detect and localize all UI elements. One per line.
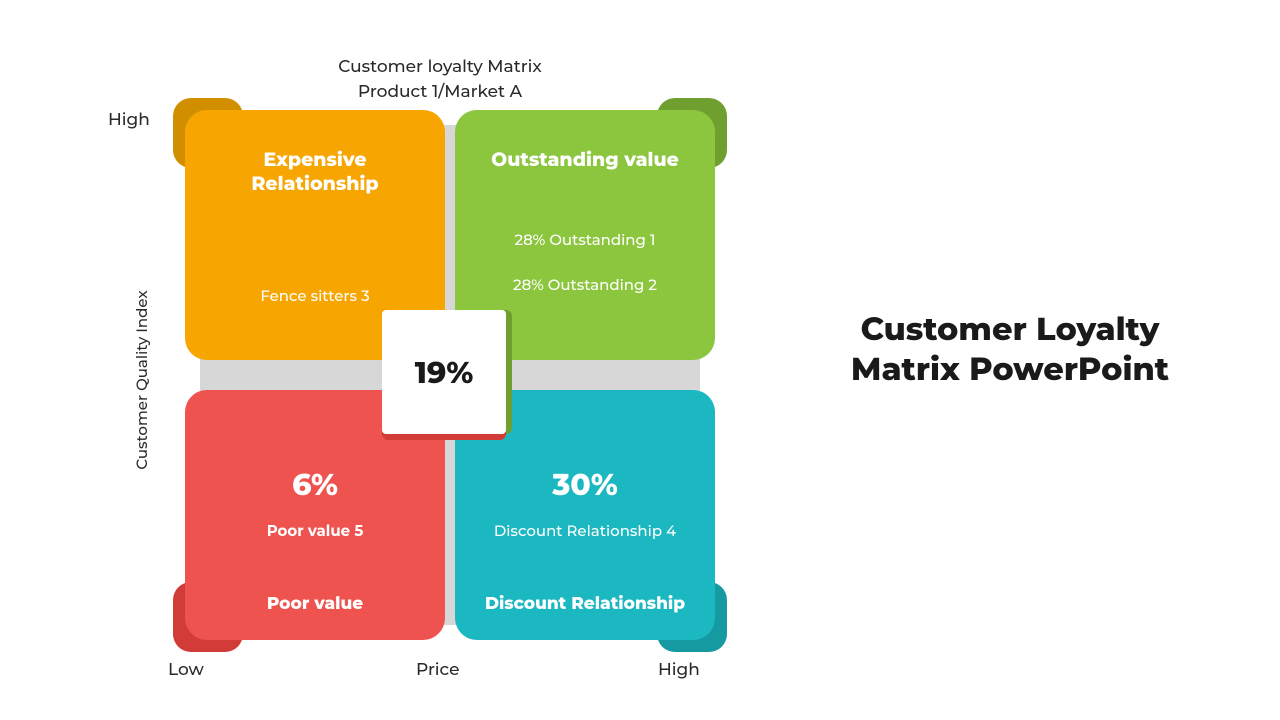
slide-title-line2: Matrix PowerPoint (851, 350, 1169, 389)
y-high-label: High (108, 110, 150, 130)
slide-title-line1: Customer Loyalty (861, 310, 1160, 349)
slide-title: Customer Loyalty Matrix PowerPoint (790, 310, 1230, 390)
x-high-label: High (658, 660, 700, 680)
quad-bl-title-bottom: Poor value (209, 594, 421, 615)
center-value-box: 19% (382, 310, 506, 434)
quad-br-title-bottom: Discount Relationship (479, 594, 691, 615)
quad-tr-line2: 28% Outstanding 2 (479, 275, 691, 294)
quad-tr-title: Outstanding value (479, 148, 691, 172)
y-axis-label: Customer Quality Index (132, 250, 151, 510)
quad-bl-big: 6% (209, 466, 421, 503)
stage: Customer Loyalty Matrix PowerPoint Custo… (0, 0, 1280, 720)
matrix-title: Customer loyalty Matrix (180, 57, 700, 77)
quad-tl-title-l1: Expensive (263, 148, 366, 171)
quad-tl-title: Expensive Relationship (209, 148, 421, 196)
quad-tr-line1: 28% Outstanding 1 (479, 230, 691, 249)
x-axis-label: Price (416, 660, 460, 680)
quad-tl-title-l2: Relationship (251, 172, 378, 195)
center-value: 19% (415, 354, 474, 391)
quad-br-line1: Discount Relationship 4 (479, 521, 691, 540)
matrix-subtitle: Product 1/Market A (180, 82, 700, 102)
quad-bl-line1: Poor value 5 (209, 521, 421, 540)
quad-br-big: 30% (479, 466, 691, 503)
quad-tl-line1: Fence sitters 3 (209, 286, 421, 305)
y-low-label: Low (168, 660, 204, 680)
